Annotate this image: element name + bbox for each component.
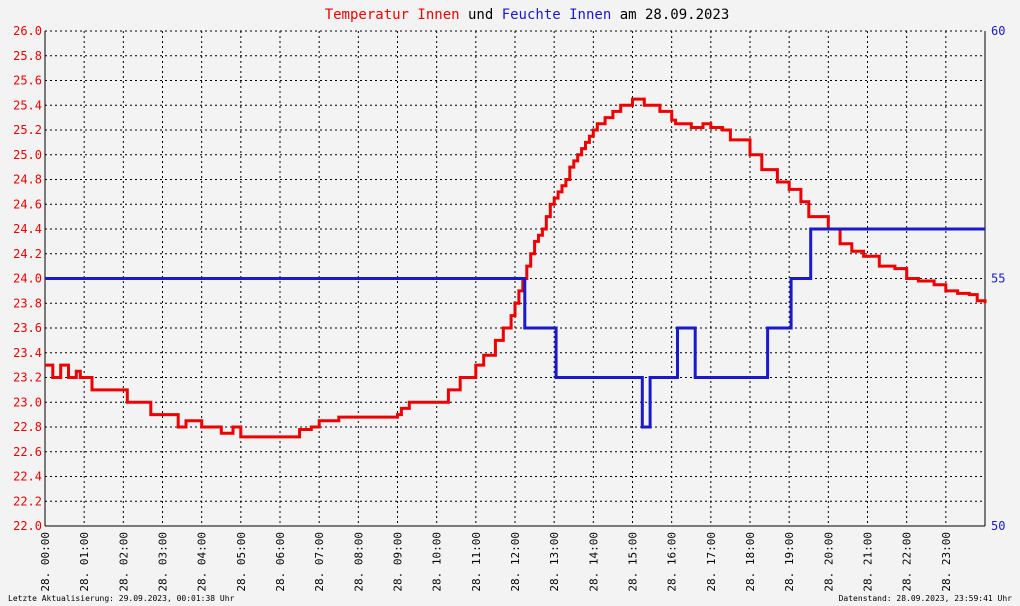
y-left-tick-label: 22.0 <box>13 519 42 533</box>
x-tick-label: 28. 08:00 <box>352 532 365 592</box>
x-tick-label: 28. 15:00 <box>627 532 640 592</box>
series-temperature-line <box>45 97 987 439</box>
y-left-tick-label: 23.6 <box>13 321 42 335</box>
x-tick-label: 28. 07:00 <box>313 532 326 592</box>
series <box>45 97 987 439</box>
y-left-tick-label: 22.8 <box>13 420 42 434</box>
y-left-tick-label: 23.2 <box>13 371 42 385</box>
x-tick-label: 28. 17:00 <box>705 532 718 592</box>
y-right-tick-label: 60 <box>991 24 1005 38</box>
title-humidity: Feuchte Innen <box>502 7 612 23</box>
x-tick-label: 28. 02:00 <box>117 532 130 592</box>
y-left-tick-label: 22.4 <box>13 470 42 484</box>
x-tick-label: 28. 06:00 <box>274 532 287 592</box>
x-tick-label: 28. 10:00 <box>431 532 444 592</box>
x-tick-label: 28. 19:00 <box>783 532 796 592</box>
footer-left: Letzte Aktualisierung: 29.09.2023, 00:01… <box>8 594 235 603</box>
series-humidity-line <box>45 227 985 429</box>
x-tick-label: 28. 11:00 <box>470 532 483 592</box>
y-left-tick-label: 22.6 <box>13 445 42 459</box>
y-left-tick-label: 23.0 <box>13 395 42 409</box>
x-tick-label: 28. 01:00 <box>78 532 91 592</box>
title-and: und <box>460 7 502 23</box>
y-right-tick-label: 55 <box>991 272 1005 286</box>
y-right-tick-label: 50 <box>991 519 1005 533</box>
y-left-tick-label: 24.6 <box>13 197 42 211</box>
chart-title: Temperatur Innen und Feuchte Innen am 28… <box>325 7 730 23</box>
x-tick-label: 28. 16:00 <box>666 532 679 592</box>
y-left-tick-label: 23.8 <box>13 296 42 310</box>
x-tick-label: 28. 22:00 <box>901 532 914 592</box>
x-tick-label: 28. 12:00 <box>509 532 522 592</box>
x-tick-label: 28. 18:00 <box>744 532 757 592</box>
y-left-tick-label: 25.2 <box>13 123 42 137</box>
y-left-tick-label: 26.0 <box>13 24 42 38</box>
x-tick-label: 28. 00:00 <box>39 532 52 592</box>
title-date: am 28.09.2023 <box>611 7 729 23</box>
y-left-tick-label: 24.0 <box>13 272 42 286</box>
y-left-tick-label: 25.0 <box>13 148 42 162</box>
x-tick-label: 28. 20:00 <box>822 532 835 592</box>
y-left-tick-label: 24.8 <box>13 173 42 187</box>
tick-labels: 22.0 22.2 22.4 22.6 22.8 23.0 23.2 23.4 23.6 23.8… <box>13 24 1005 592</box>
y-left-tick-label: 23.4 <box>13 346 42 360</box>
x-tick-label: 28. 04:00 <box>196 532 209 592</box>
x-tick-label: 28. 21:00 <box>862 532 875 592</box>
y-left-tick-label: 25.6 <box>13 74 42 88</box>
y-left-tick-label: 25.8 <box>13 49 42 63</box>
x-tick-label: 28. 09:00 <box>392 532 405 592</box>
x-tick-label: 28. 03:00 <box>157 532 170 592</box>
x-tick-label: 28. 14:00 <box>587 532 600 592</box>
y-left-tick-label: 22.2 <box>13 494 42 508</box>
footer-right: Datenstand: 28.09.2023, 23:59:41 Uhr <box>839 594 1013 603</box>
x-tick-label: 28. 13:00 <box>548 532 561 592</box>
title-temperature: Temperatur Innen <box>325 7 460 23</box>
y-left-tick-label: 24.2 <box>13 247 42 261</box>
y-left-tick-label: 24.4 <box>13 222 42 236</box>
x-tick-label: 28. 05:00 <box>235 532 248 592</box>
x-tick-label: 28. 23:00 <box>940 532 953 592</box>
y-left-tick-label: 25.4 <box>13 98 42 112</box>
